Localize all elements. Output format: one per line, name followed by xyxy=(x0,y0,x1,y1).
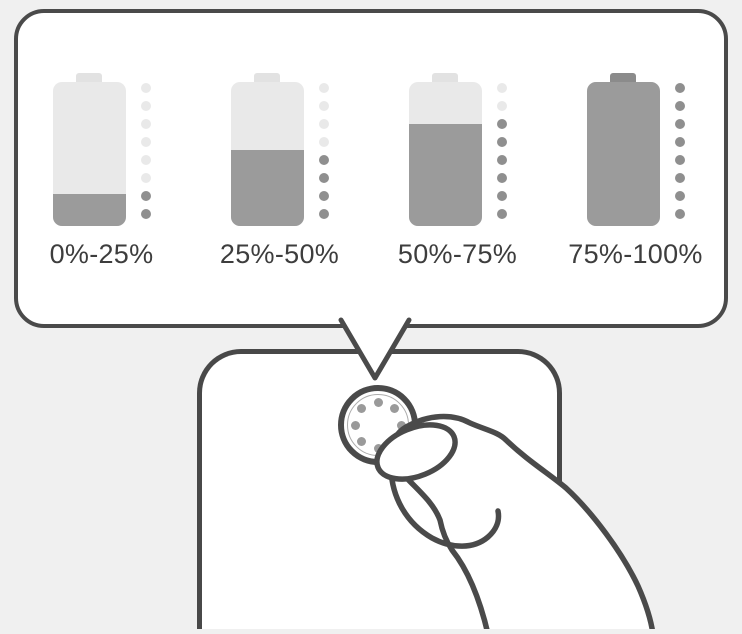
led-dot xyxy=(140,119,151,129)
led-dot xyxy=(140,173,151,183)
battery-fill-level xyxy=(408,123,482,226)
led-dot xyxy=(674,155,685,165)
led-dot xyxy=(318,83,329,93)
led-dot xyxy=(496,191,507,201)
button-led-dot xyxy=(396,420,406,430)
led-dot xyxy=(496,155,507,165)
battery-range-label: 25%-50% xyxy=(219,239,340,269)
button-led-dot xyxy=(357,436,367,446)
led-dot xyxy=(140,191,151,201)
led-dot xyxy=(674,173,685,183)
led-dot xyxy=(674,83,685,93)
battery-range-label: 0%-25% xyxy=(49,239,154,269)
battery-cap-icon xyxy=(610,73,636,82)
led-dot xyxy=(496,209,507,219)
led-dot xyxy=(140,209,151,219)
led-dot xyxy=(496,83,507,93)
battery-range-label: 75%-100% xyxy=(568,239,703,269)
led-dot xyxy=(140,101,151,111)
battery-cap-icon xyxy=(76,73,102,82)
led-dot xyxy=(674,209,685,219)
led-dot xyxy=(318,155,329,165)
button-led-dot xyxy=(373,397,383,407)
image-bottom-edge xyxy=(0,629,742,634)
led-dot xyxy=(318,209,329,219)
battery-fill-level xyxy=(230,149,304,226)
button-led-dot xyxy=(350,420,360,430)
led-dot xyxy=(140,137,151,147)
led-dot xyxy=(496,173,507,183)
led-dot xyxy=(496,137,507,147)
battery-icon xyxy=(230,82,304,226)
battery-legend-row: 0%-25% 25%-50% 50%-75% xyxy=(18,73,724,270)
button-led-dot xyxy=(389,436,399,446)
led-dot xyxy=(674,191,685,201)
battery-fill-level xyxy=(586,82,660,226)
led-dot xyxy=(318,119,329,129)
battery-fill-level xyxy=(52,194,126,226)
battery-level-item: 75%-100% xyxy=(568,73,702,270)
led-indicator-column xyxy=(496,83,507,219)
led-dot xyxy=(496,119,507,129)
led-dot xyxy=(318,191,329,201)
led-dot xyxy=(318,137,329,147)
battery-icon xyxy=(408,82,482,226)
led-dot xyxy=(140,155,151,165)
battery-level-item: 0%-25% xyxy=(49,73,154,270)
led-dot xyxy=(496,101,507,111)
led-indicator-column xyxy=(318,83,329,219)
button-led-dot xyxy=(373,443,383,453)
battery-level-item: 25%-50% xyxy=(220,73,339,270)
led-dot xyxy=(674,101,685,111)
power-button xyxy=(338,385,418,465)
led-dot xyxy=(318,173,329,183)
battery-level-item: 50%-75% xyxy=(398,73,517,270)
battery-cap-icon xyxy=(432,73,458,82)
led-dot xyxy=(674,119,685,129)
battery-cap-icon xyxy=(254,73,280,82)
battery-level-tooltip: 0%-25% 25%-50% 50%-75% xyxy=(14,9,728,328)
led-dot xyxy=(140,83,151,93)
led-indicator-column xyxy=(140,83,151,219)
button-led-dot xyxy=(357,404,367,414)
battery-range-label: 50%-75% xyxy=(397,239,518,269)
battery-icon xyxy=(52,82,126,226)
led-dot xyxy=(674,137,685,147)
led-indicator-column xyxy=(674,83,685,219)
battery-icon xyxy=(586,82,660,226)
led-dot xyxy=(318,101,329,111)
button-led-dot xyxy=(389,404,399,414)
